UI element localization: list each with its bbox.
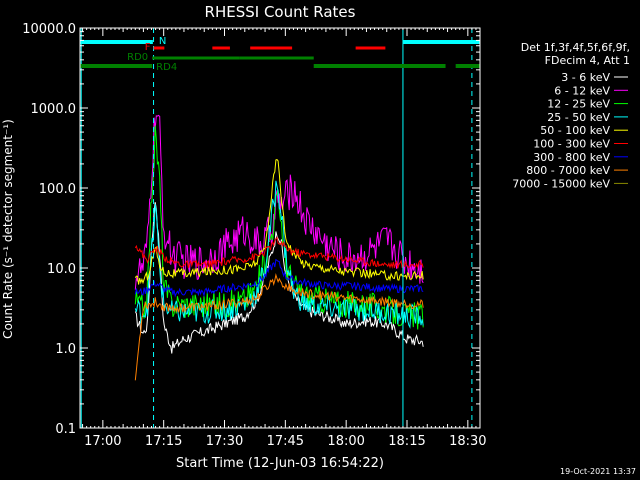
flag-f-bar-4 [355,46,386,50]
legend-label-7000-15000-kev: 7000 - 15000 keV [512,177,610,190]
x-tick-label-17-45: 17:45 [267,434,304,449]
x-tick-label-17-30: 17:30 [206,434,243,449]
plot-frame [79,27,481,429]
series-line-25-50-kev [134,180,424,329]
vertical-marker-layer [80,28,473,428]
series-line-3-6-kev [134,202,424,354]
y-axis-label: Count Rate (s⁻¹ detector segment⁻¹) [1,119,15,339]
footer-timestamp: 19-Oct-2021 13:37 [560,467,636,476]
legend-label-6-12-kev: 6 - 12 keV [554,84,610,97]
x-tick-label-18-30: 18:30 [449,434,486,449]
flag-f-label: F [145,42,151,53]
series-line-100-300-kev [134,236,424,269]
series-line-6-12-kev [134,114,424,290]
flag-f-bar-2 [212,46,230,50]
y-tick-label-10-0: 10.0 [47,262,76,277]
x-axis-label: Start Time (12-Jun-03 16:54:22) [176,456,384,471]
legend-label-12-25-kev: 12 - 25 keV [547,98,610,111]
flag-f-bar-1 [153,46,165,50]
legend-label-100-300-kev: 100 - 300 keV [533,138,610,151]
legend-label-3-6-kev: 3 - 6 keV [561,71,610,84]
legend: Det 1f,3f,4f,5f,6f,9f,FDecim 4, Att 1 3 -… [512,41,630,190]
axis-layer: 17:00 17:15 17:30 17:45 18:00 18:15 18:30 0.1 1.… [22,22,486,449]
flag-rd4-bar-2 [239,56,314,60]
legend-label-25-50-kev: 25 - 50 keV [547,111,610,124]
flag-rd0-bar-3 [455,64,480,68]
legend-label-800-7000-kev: 800 - 7000 keV [526,164,610,177]
flag-f-bar-3 [250,46,293,50]
x-tick-label-17-15: 17:15 [145,434,182,449]
flag-rd0-label: RD0 [127,52,148,63]
flag-n-label: N [159,36,166,47]
x-tick-label-18-15: 18:15 [388,434,425,449]
y-tick-label-100-0: 100.0 [39,182,76,197]
x-tick-label-17-00: 17:00 [84,434,121,449]
series-line-50-100-kev [134,159,424,285]
x-tick-label-18-00: 18:00 [327,434,364,449]
series-line-800-7000-kev [134,273,424,381]
series-line-300-800-kev [134,258,424,298]
y-tick-label-0-1: 0.1 [55,422,76,437]
legend-label-300-800-kev: 300 - 800 keV [533,151,610,164]
series-line-12-25-kev [134,125,424,330]
y-tick-label-1-0: 1.0 [55,342,76,357]
series-layer [134,114,424,381]
legend-header-line-1: Det 1f,3f,4f,5f,6f,9f, [521,41,630,54]
chart-title: RHESSI Count Rates [205,3,356,21]
flag-rd4-bar-1 [152,56,240,60]
y-tick-label-10000-0: 10000.0 [22,22,76,37]
flag-rd0-bar-2 [313,64,446,68]
flag-rd0-bar-1 [80,64,153,68]
legend-header-line-2: FDecim 4, Att 1 [545,54,630,67]
flag-n-bar-2 [402,40,480,44]
flag-n-bar-1 [80,40,153,44]
y-tick-label-1000-0: 1000.0 [31,102,77,117]
legend-label-50-100-kev: 50 - 100 keV [540,124,610,137]
flag-rd4-label: RD4 [156,62,177,73]
